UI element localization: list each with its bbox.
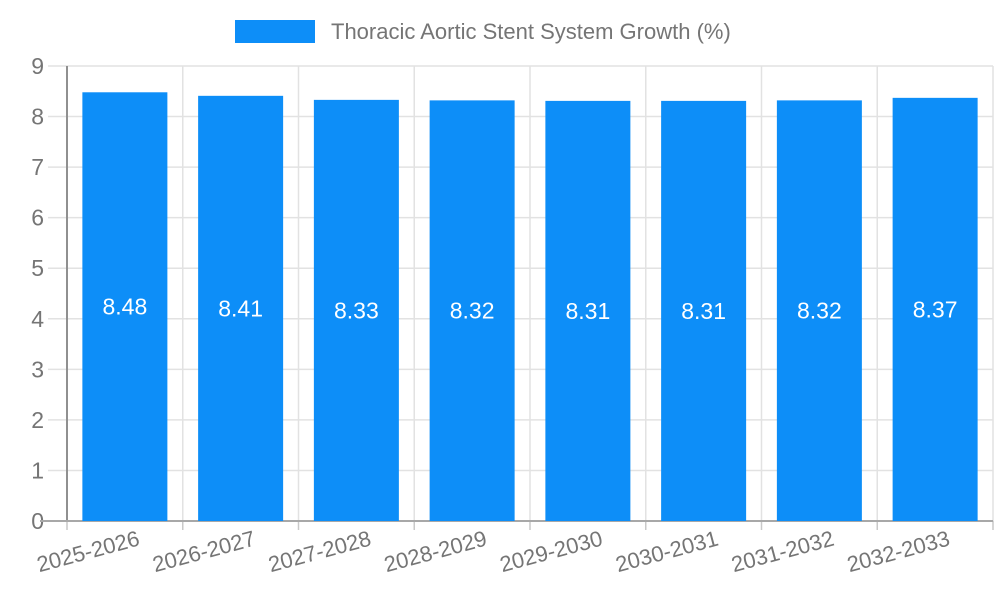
y-axis-tick-label: 4 — [31, 306, 44, 332]
bar[interactable] — [776, 100, 862, 521]
y-axis-tick-label: 0 — [31, 508, 44, 534]
legend-swatch — [235, 20, 315, 43]
bar[interactable] — [661, 100, 747, 521]
bar-value-label: 8.37 — [913, 296, 958, 322]
bar-value-label: 8.48 — [102, 294, 147, 320]
bar[interactable] — [429, 100, 515, 521]
bar[interactable] — [82, 92, 168, 522]
bar[interactable] — [545, 100, 631, 521]
x-axis-category-label: 2031-2032 — [729, 526, 837, 577]
y-axis-tick-label: 5 — [31, 255, 44, 281]
bar-value-label: 8.31 — [565, 298, 610, 324]
x-axis-category-label: 2029-2030 — [497, 526, 605, 577]
bar-value-label: 8.32 — [797, 298, 842, 324]
legend-item[interactable]: Thoracic Aortic Stent System Growth (%) — [235, 19, 731, 44]
y-axis-tick-label: 6 — [31, 205, 44, 231]
bar-value-label: 8.32 — [450, 298, 495, 324]
y-axis-tick-label: 2 — [31, 407, 44, 433]
x-axis-category-label: 2025-2026 — [34, 526, 142, 577]
x-axis-category-label: 2032-2033 — [844, 526, 952, 577]
y-axis-tick-label: 3 — [31, 356, 44, 382]
x-axis-category-label: 2026-2027 — [150, 526, 258, 577]
bar-value-label: 8.41 — [218, 295, 263, 321]
bar[interactable] — [198, 95, 284, 522]
x-axis-category-label: 2027-2028 — [266, 526, 374, 577]
y-axis-tick-label: 8 — [31, 104, 44, 130]
y-axis-tick-label: 1 — [31, 457, 44, 483]
y-axis-tick-label: 7 — [31, 154, 44, 180]
bar[interactable] — [313, 99, 399, 521]
legend-label: Thoracic Aortic Stent System Growth (%) — [331, 19, 731, 44]
y-axis-tick-label: 9 — [31, 53, 44, 79]
bar-value-label: 8.33 — [334, 297, 379, 323]
bar-value-label: 8.31 — [681, 298, 726, 324]
x-axis-category-label: 2030-2031 — [613, 526, 721, 577]
x-axis-category-label: 2028-2029 — [381, 526, 489, 577]
bar[interactable] — [892, 97, 978, 521]
